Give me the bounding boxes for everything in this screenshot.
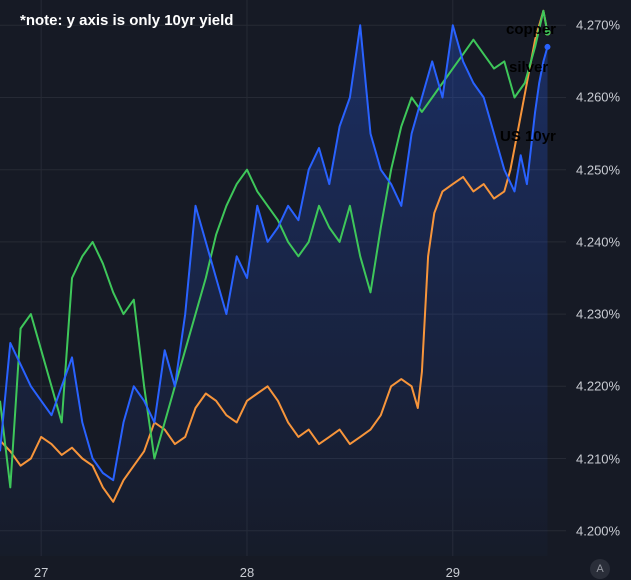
legend-copper: copper [506, 21, 557, 38]
auto-scale-button[interactable]: A [590, 559, 610, 579]
last-point-us-10yr [544, 43, 551, 50]
chart-note: *note: y axis is only 10yr yield [20, 12, 234, 29]
y-tick-label: 4.220% [576, 378, 621, 394]
legend-us-10yr: US 10yr [500, 128, 556, 145]
series-area-us-10yr [0, 25, 548, 557]
last-point-silver [544, 29, 551, 36]
series-line-us-10yr [0, 24, 549, 482]
y-tick-label: 4.250% [576, 162, 621, 178]
y-tick-label: 4.210% [576, 451, 621, 467]
legend-silver: silver [509, 59, 549, 76]
x-tick-label: 27 [33, 565, 49, 580]
y-tick-label: 4.260% [576, 89, 621, 105]
series-line-copper [0, 9, 549, 503]
y-tick-label: 4.200% [576, 523, 621, 539]
x-tick-label: 29 [445, 565, 461, 580]
series-line-silver [0, 9, 549, 489]
y-tick-label: 4.240% [576, 234, 621, 250]
y-tick-label: 4.230% [576, 306, 621, 322]
y-tick-label: 4.270% [576, 17, 621, 33]
x-tick-label: 28 [239, 565, 255, 580]
